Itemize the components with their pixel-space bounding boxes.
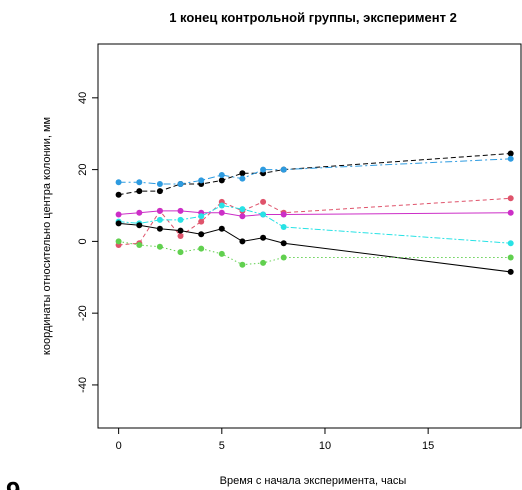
data-point [218, 172, 225, 178]
data-point [239, 213, 246, 220]
x-axis-label: Время с начала эксперимента, часы [220, 475, 407, 487]
data-point [218, 202, 225, 209]
y-tick-label: -20 [77, 305, 89, 321]
data-point [177, 181, 184, 187]
data-point [218, 177, 225, 184]
data-point [507, 240, 514, 247]
data-point [136, 242, 143, 248]
data-point [507, 209, 514, 216]
x-tick-label: 15 [422, 440, 434, 452]
data-point [198, 218, 205, 225]
data-point [136, 188, 143, 195]
series-6 [115, 220, 514, 275]
data-point [156, 207, 163, 214]
series-7 [115, 238, 514, 268]
data-point [507, 155, 514, 162]
series-layer [115, 150, 514, 275]
series-line [118, 197, 511, 246]
series-4 [115, 207, 514, 220]
data-point [260, 198, 267, 205]
data-point [156, 225, 163, 232]
data-point [177, 233, 184, 239]
data-point [156, 216, 163, 223]
data-point [218, 209, 225, 216]
data-point [260, 166, 267, 173]
data-point [177, 249, 184, 256]
data-point [218, 225, 225, 232]
data-point [280, 254, 287, 261]
data-point [136, 209, 143, 216]
data-point [239, 261, 246, 268]
data-point [177, 216, 184, 223]
data-point [115, 211, 122, 218]
data-point [280, 224, 287, 230]
series-line [118, 153, 511, 196]
data-point [507, 195, 514, 202]
data-point [198, 245, 205, 252]
panel-letter: 9 [6, 476, 20, 490]
data-point [260, 211, 267, 218]
y-axis-label: координаты относительно центра колонии, … [41, 117, 53, 355]
data-point [239, 238, 246, 245]
series-line [118, 240, 511, 266]
x-axis: 0 5 10 15 [116, 428, 434, 452]
series-5 [115, 202, 514, 247]
data-point [136, 222, 143, 229]
plot-frame [97, 43, 522, 429]
y-axis: -40 -20 0 20 40 [77, 92, 98, 393]
x-tick-label: 5 [219, 440, 225, 452]
data-point [280, 211, 287, 218]
data-point [507, 150, 514, 157]
data-point [136, 179, 143, 186]
y-tick-label: 40 [77, 92, 89, 104]
series-line [118, 222, 511, 273]
data-point [507, 268, 514, 275]
y-tick-label: 20 [77, 163, 89, 175]
data-point [260, 234, 267, 241]
data-point [177, 207, 184, 214]
x-tick-label: 10 [319, 440, 331, 452]
data-point [260, 259, 267, 266]
series-line [118, 204, 511, 244]
series-line [118, 210, 511, 217]
data-point [198, 231, 205, 238]
x-tick-label: 0 [116, 440, 122, 452]
data-point [280, 166, 287, 173]
data-point [115, 179, 122, 186]
data-point [280, 240, 287, 247]
data-point [156, 188, 163, 195]
y-tick-label: -40 [77, 377, 89, 393]
series-3 [115, 195, 514, 248]
data-point [156, 243, 163, 250]
data-point [115, 220, 122, 227]
series-line [118, 158, 511, 185]
data-point [115, 238, 122, 245]
series-2 [115, 155, 514, 187]
chart-title: 1 конец контрольной группы, эксперимент … [169, 10, 457, 25]
data-point [198, 213, 205, 220]
data-point [115, 191, 122, 198]
data-point [218, 250, 225, 257]
data-point [156, 181, 163, 187]
data-point [239, 206, 246, 213]
data-point [239, 170, 246, 177]
data-point [507, 254, 514, 261]
y-tick-label: 0 [77, 238, 89, 244]
data-point [177, 227, 184, 234]
series-1 [115, 150, 514, 198]
data-point [198, 177, 205, 184]
data-point [239, 175, 246, 182]
